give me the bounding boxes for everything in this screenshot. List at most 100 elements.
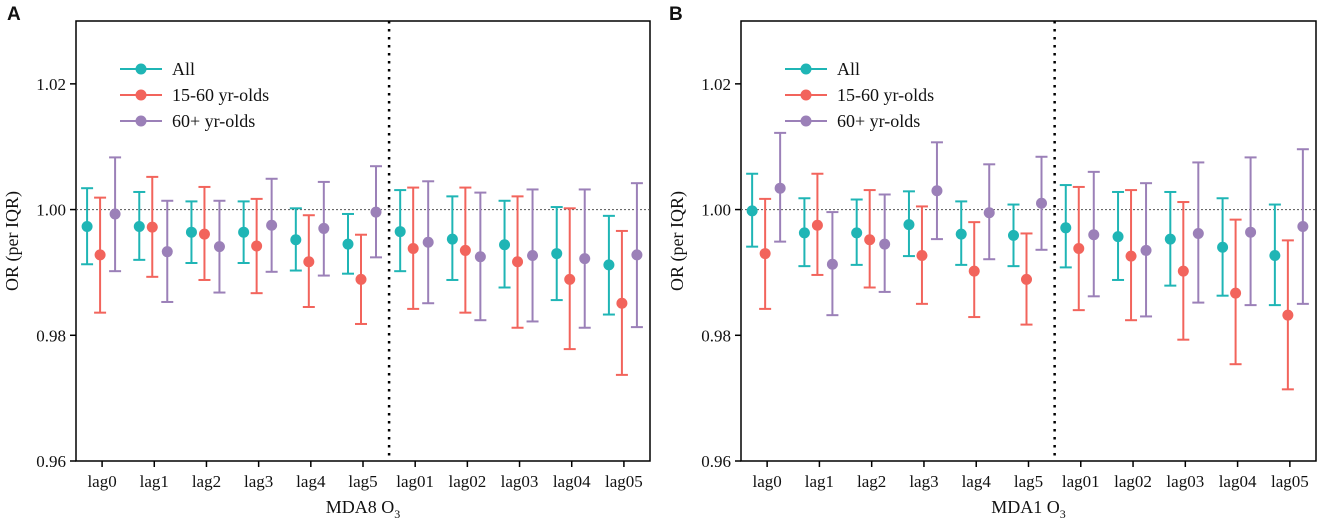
data-point: [1008, 229, 1019, 241]
x-tick-label: lag2: [857, 472, 886, 491]
data-point: [446, 233, 458, 245]
legend-marker-old: [800, 115, 812, 127]
series-all: [81, 187, 615, 316]
data-point: [512, 256, 524, 268]
data-point: [94, 249, 106, 261]
x-axis-title-subscript: 3: [394, 507, 400, 521]
legend-marker-all: [800, 63, 812, 75]
data-point: [826, 258, 838, 270]
x-tick-label: lag02: [1114, 472, 1152, 491]
data-point: [864, 234, 876, 246]
x-tick-label: lag04: [1219, 472, 1257, 491]
data-point: [1217, 241, 1229, 253]
data-point: [798, 227, 810, 239]
y-tick-label: 1.00: [701, 201, 731, 220]
data-point: [1073, 243, 1085, 255]
x-tick-label: lag5: [348, 472, 377, 491]
data-point: [1125, 250, 1137, 262]
data-point: [370, 206, 382, 218]
x-tick-label: lag1: [805, 472, 834, 491]
series-all: [746, 172, 1281, 307]
data-point: [499, 239, 511, 251]
x-tick-label: lag05: [605, 472, 643, 491]
x-axis-title-subscript: 3: [1060, 507, 1066, 521]
data-point: [1297, 221, 1309, 233]
legend-marker-all: [135, 63, 147, 75]
data-point: [1112, 231, 1124, 243]
data-point: [1088, 229, 1100, 241]
data-point: [955, 228, 967, 240]
legend-label-all: All: [172, 59, 195, 79]
data-point: [1282, 309, 1294, 321]
legend: All 15-60 yr-olds 60+ yr-olds: [785, 59, 934, 131]
legend-label-young: 15-60 yr-olds: [837, 85, 934, 105]
data-point: [1164, 233, 1176, 245]
data-point: [1060, 222, 1072, 234]
data-point: [303, 256, 315, 268]
data-point: [631, 249, 643, 261]
data-point: [603, 259, 615, 271]
data-point: [616, 297, 628, 309]
x-tick-label: lag1: [140, 472, 169, 491]
data-point: [1230, 287, 1242, 299]
data-point: [251, 240, 263, 252]
data-point: [394, 226, 406, 238]
x-axis-title-main: MDA1 O: [991, 497, 1060, 517]
x-tick-label: lag2: [192, 472, 221, 491]
data-point: [318, 222, 330, 234]
legend-label-old: 60+ yr-olds: [172, 111, 255, 131]
data-point: [564, 273, 576, 285]
data-point: [355, 273, 367, 285]
data-point: [213, 241, 225, 253]
panel-a: A 0.96 0.98 1.00 1.02 lag0 lag1 lag2 lag3 lag4 lag…: [2, 4, 651, 521]
data-point: [1140, 244, 1152, 256]
data-point: [1036, 197, 1047, 209]
x-axis-title: MDA8 O3: [326, 497, 401, 521]
data-point: [1269, 249, 1281, 261]
x-tick-label: lag01: [396, 472, 434, 491]
x-tick-label: lag03: [1166, 472, 1204, 491]
data-point: [1021, 273, 1032, 285]
panel-b: B 0.96 0.98 1.00 1.02 lag0 lag1 lag2 lag3 lag4 lag…: [667, 4, 1317, 521]
series-young: [94, 175, 628, 376]
data-point: [290, 234, 302, 246]
data-point: [1177, 265, 1189, 277]
panel-label: B: [669, 4, 683, 25]
data-point: [474, 251, 486, 263]
data-point: [968, 265, 980, 277]
data-point: [527, 249, 539, 261]
data-point: [238, 226, 250, 238]
x-tick-label: lag02: [448, 472, 486, 491]
data-point: [551, 248, 563, 260]
y-tick-label: 0.98: [36, 326, 66, 345]
x-tick-label: lag4: [296, 472, 326, 491]
legend: All 15-60 yr-olds 60+ yr-olds: [120, 59, 269, 131]
y-tick-label: 1.00: [36, 201, 66, 220]
x-tick-label: lag05: [1271, 472, 1309, 491]
legend-label-old: 60+ yr-olds: [837, 111, 920, 131]
data-point: [133, 221, 145, 233]
data-point: [81, 221, 93, 233]
data-point: [879, 238, 891, 250]
data-point: [266, 219, 278, 231]
x-axis-title-main: MDA8 O: [326, 497, 395, 517]
x-tick-label: lag03: [501, 472, 539, 491]
x-tick-label: lag0: [87, 472, 116, 491]
y-tick-label: 0.98: [701, 326, 731, 345]
y-tick-label: 0.96: [36, 452, 66, 471]
data-point: [916, 249, 928, 261]
legend-label-young: 15-60 yr-olds: [172, 85, 269, 105]
x-tick-label: lag4: [962, 472, 992, 491]
data-point: [146, 221, 158, 233]
data-point: [185, 226, 197, 238]
data-point: [774, 182, 786, 194]
legend-label-all: All: [837, 59, 860, 79]
legend-marker-old: [135, 115, 147, 127]
x-tick-label: lag0: [752, 472, 781, 491]
x-tick-label: lag3: [244, 472, 273, 491]
data-point: [109, 208, 121, 220]
series-young: [759, 172, 1294, 391]
data-point: [161, 246, 173, 258]
plot-frame: [740, 20, 1317, 462]
